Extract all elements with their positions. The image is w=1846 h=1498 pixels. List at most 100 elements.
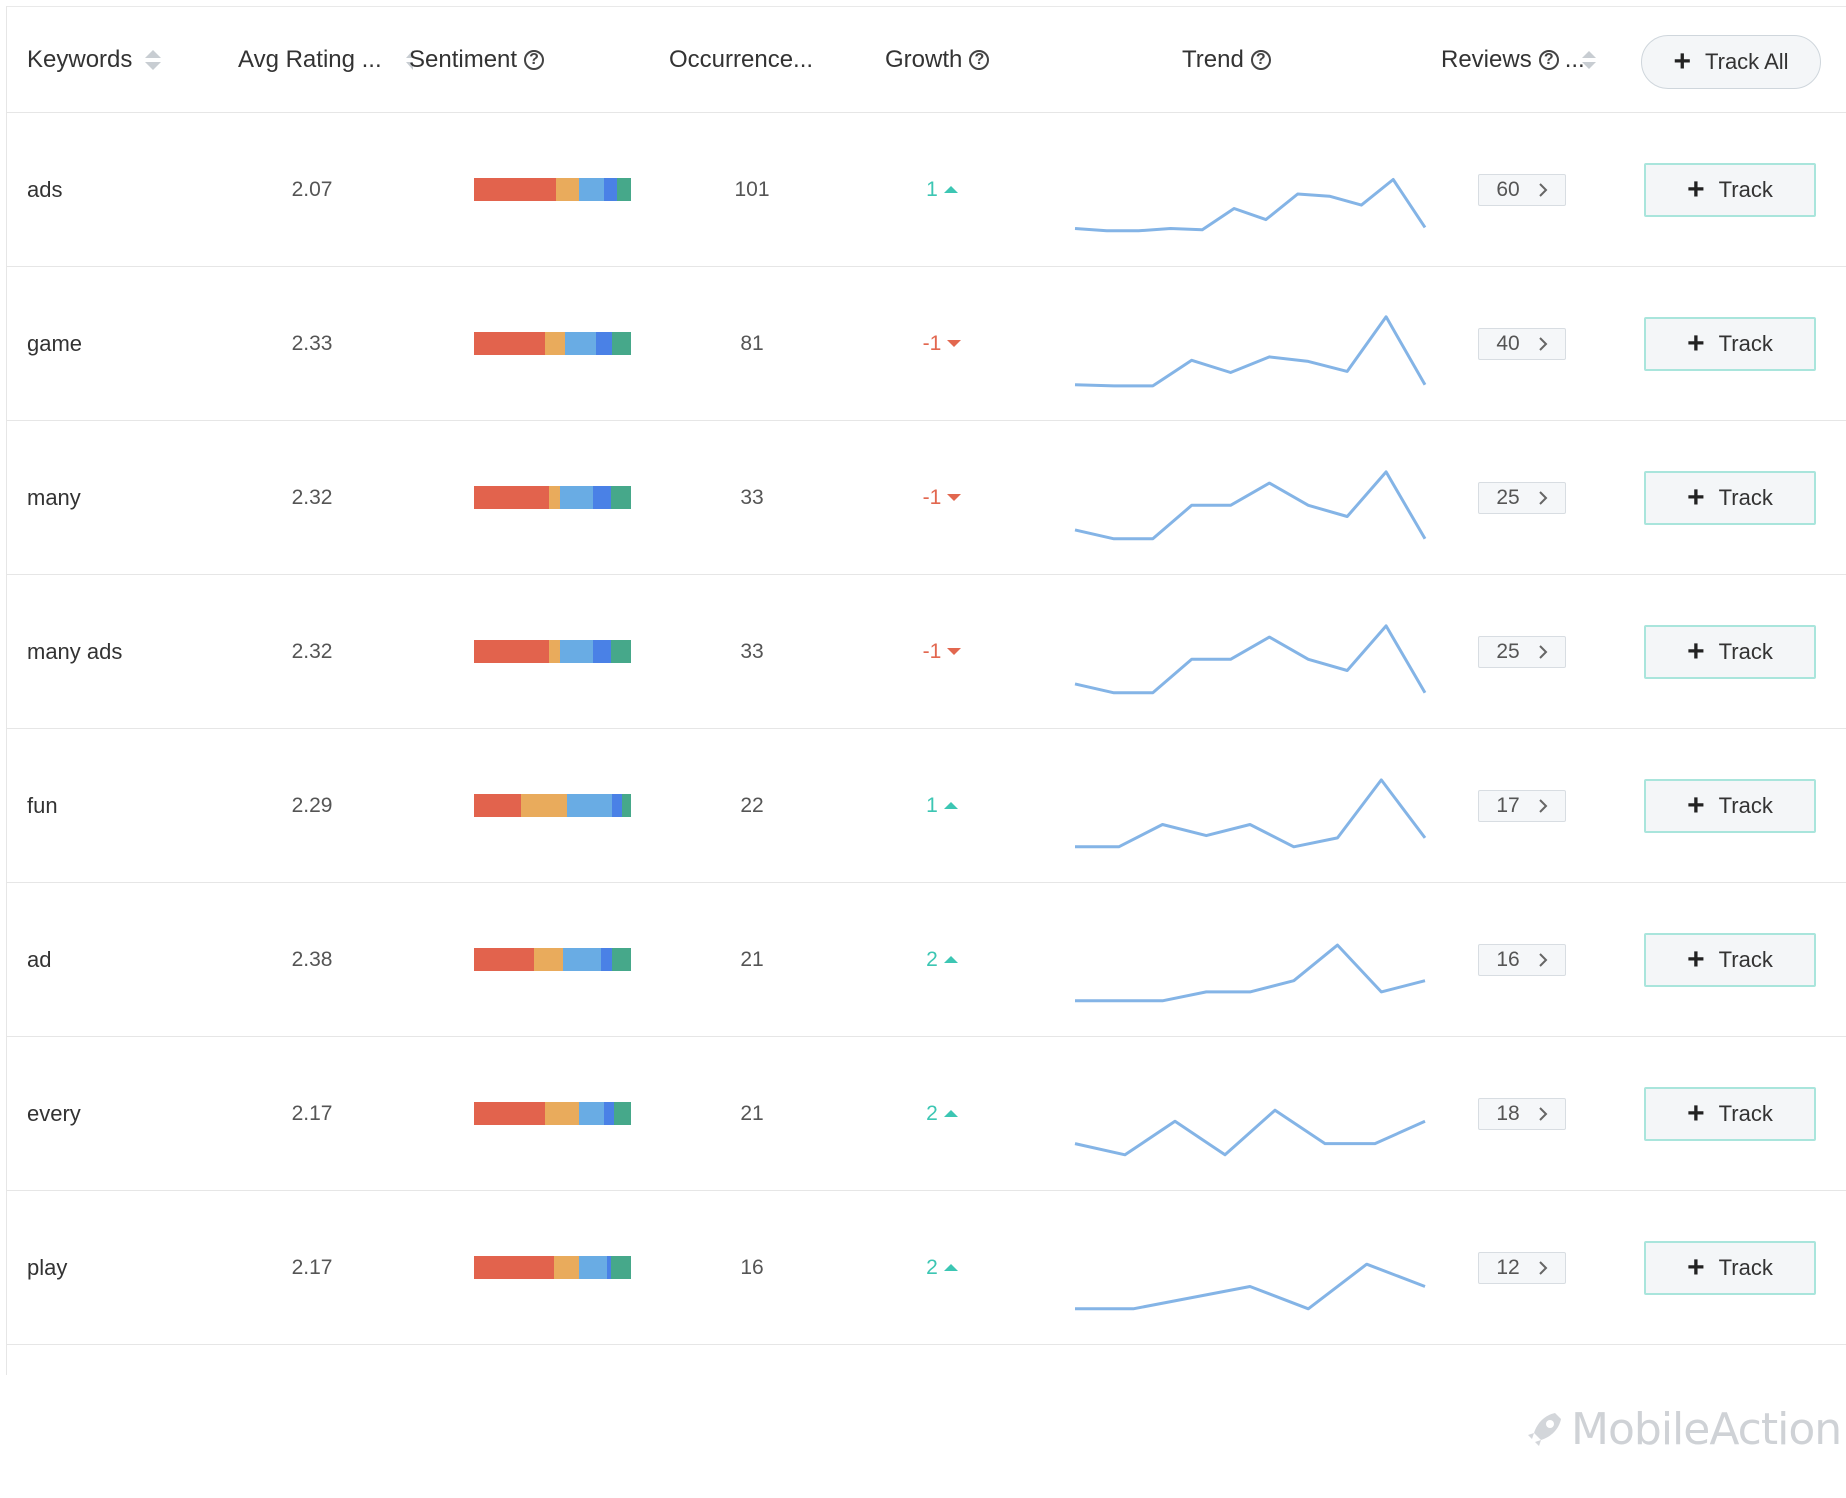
table-row: game 2.33 81 -1 40 + Track bbox=[7, 267, 1846, 421]
occurrence-value: 16 bbox=[740, 1255, 764, 1279]
growth-value: 1 bbox=[926, 793, 938, 817]
occurrence-value: 101 bbox=[734, 177, 770, 201]
chevron-right-icon bbox=[1538, 1106, 1548, 1121]
table-row: every 2.17 21 2 18 + Track bbox=[7, 1037, 1846, 1191]
plus-icon: + bbox=[1687, 1096, 1705, 1130]
growth-cell: -1 bbox=[897, 421, 987, 574]
avg-rating-value: 2.17 bbox=[291, 1255, 333, 1279]
plus-icon: + bbox=[1687, 634, 1705, 668]
plus-icon: + bbox=[1673, 45, 1691, 78]
avg-rating-value: 2.38 bbox=[291, 947, 333, 971]
sentiment-segment bbox=[521, 794, 567, 817]
sentiment-segment bbox=[593, 640, 611, 663]
track-button[interactable]: + Track bbox=[1644, 1240, 1816, 1295]
avg-rating-value: 2.32 bbox=[291, 639, 333, 663]
track-cell: + Track bbox=[1644, 267, 1816, 420]
occurrence-cell: 81 bbox=[687, 267, 817, 420]
chevron-right-icon bbox=[1538, 490, 1548, 505]
trend-sparkline bbox=[1075, 1262, 1426, 1310]
growth-down-icon bbox=[947, 340, 962, 347]
column-header-reviews[interactable]: Reviews ? ... bbox=[1441, 7, 1597, 112]
sentiment-segment bbox=[579, 178, 605, 201]
column-header-occurrence[interactable]: Occurrence... bbox=[669, 7, 813, 112]
sentiment-segment bbox=[474, 1102, 545, 1125]
track-button[interactable]: + Track bbox=[1644, 1086, 1816, 1141]
growth-cell: -1 bbox=[897, 575, 987, 728]
plus-icon: + bbox=[1687, 326, 1705, 360]
growth-up-icon bbox=[943, 802, 958, 809]
track-all-button[interactable]: + Track All bbox=[1641, 35, 1821, 89]
track-button[interactable]: + Track bbox=[1644, 778, 1816, 833]
keyword-cell: game bbox=[27, 267, 82, 420]
column-header-trend-label: Trend bbox=[1182, 45, 1244, 73]
reviews-count-button[interactable]: 25 bbox=[1478, 635, 1566, 668]
column-header-avg-rating[interactable]: Avg Rating ... bbox=[238, 7, 414, 112]
rocket-icon bbox=[1528, 1413, 1561, 1446]
trend-cell bbox=[1073, 1037, 1427, 1190]
trend-sparkline bbox=[1074, 469, 1427, 540]
reviews-count-button[interactable]: 12 bbox=[1478, 1251, 1566, 1284]
help-icon[interactable]: ? bbox=[969, 49, 990, 70]
sentiment-segment bbox=[544, 332, 566, 355]
occurrence-value: 21 bbox=[740, 947, 764, 971]
help-icon[interactable]: ? bbox=[1250, 49, 1271, 70]
keyword-cell: play bbox=[27, 1191, 67, 1344]
reviews-count-button[interactable]: 25 bbox=[1478, 481, 1566, 514]
growth-cell: -1 bbox=[897, 267, 987, 420]
sentiment-cell bbox=[474, 883, 631, 1036]
occurrence-cell: 21 bbox=[687, 883, 817, 1036]
sentiment-segment bbox=[610, 640, 631, 663]
track-cell: + Track bbox=[1644, 883, 1816, 1036]
table-row: many ads 2.32 33 -1 25 + Track bbox=[7, 575, 1846, 729]
track-button[interactable]: + Track bbox=[1644, 316, 1816, 371]
trend-cell bbox=[1073, 883, 1427, 1036]
reviews-count-button[interactable]: 40 bbox=[1478, 327, 1566, 360]
reviews-count-button[interactable]: 18 bbox=[1478, 1097, 1566, 1130]
sentiment-segment bbox=[554, 1256, 580, 1279]
sentiment-segment bbox=[474, 486, 550, 509]
plus-icon: + bbox=[1687, 788, 1705, 822]
chevron-right-icon bbox=[1538, 644, 1548, 659]
column-header-sentiment[interactable]: Sentiment ? bbox=[409, 7, 545, 112]
keyword-cell: every bbox=[27, 1037, 81, 1190]
table-row: play 2.17 16 2 12 + Track bbox=[7, 1191, 1846, 1345]
keyword-cell: fun bbox=[27, 729, 58, 882]
reviews-count-button[interactable]: 17 bbox=[1478, 789, 1566, 822]
occurrence-value: 33 bbox=[740, 485, 764, 509]
help-icon[interactable]: ? bbox=[1538, 49, 1559, 70]
trend-line bbox=[1074, 314, 1427, 387]
growth-value: 2 bbox=[926, 1255, 938, 1279]
sort-icon[interactable] bbox=[1581, 48, 1597, 72]
column-header-keywords[interactable]: Keywords bbox=[27, 7, 162, 112]
reviews-count-button[interactable]: 16 bbox=[1478, 943, 1566, 976]
sentiment-segment bbox=[474, 178, 556, 201]
help-icon[interactable]: ? bbox=[524, 49, 545, 70]
column-header-occurrence-label: Occurrence... bbox=[669, 45, 814, 73]
growth-value: 2 bbox=[926, 1101, 938, 1125]
sort-icon[interactable] bbox=[144, 48, 162, 72]
avg-rating-value: 2.33 bbox=[291, 331, 333, 355]
sentiment-segment bbox=[544, 1102, 580, 1125]
avg-rating-cell: 2.33 bbox=[257, 267, 367, 420]
sentiment-segment bbox=[474, 1256, 555, 1279]
growth-down-icon bbox=[947, 648, 962, 655]
trend-line bbox=[1075, 943, 1426, 1002]
keyword-cell: ad bbox=[27, 883, 51, 1036]
track-button[interactable]: + Track bbox=[1644, 470, 1816, 525]
plus-icon: + bbox=[1687, 172, 1705, 206]
track-button[interactable]: + Track bbox=[1644, 932, 1816, 987]
sentiment-segment bbox=[533, 948, 564, 971]
occurrence-cell: 33 bbox=[687, 421, 817, 574]
column-header-growth[interactable]: Growth ? bbox=[885, 7, 990, 112]
track-button[interactable]: + Track bbox=[1644, 162, 1816, 217]
track-label: Track bbox=[1718, 638, 1773, 664]
reviews-count-button[interactable]: 60 bbox=[1478, 173, 1566, 206]
track-button[interactable]: + Track bbox=[1644, 624, 1816, 679]
occurrence-value: 33 bbox=[740, 639, 764, 663]
sentiment-segment bbox=[621, 794, 631, 817]
sort-icon[interactable] bbox=[404, 48, 414, 72]
chevron-right-icon bbox=[1538, 182, 1548, 197]
column-header-growth-label: Growth bbox=[885, 45, 963, 73]
growth-value: -1 bbox=[922, 639, 942, 663]
sentiment-segment bbox=[579, 1256, 608, 1279]
